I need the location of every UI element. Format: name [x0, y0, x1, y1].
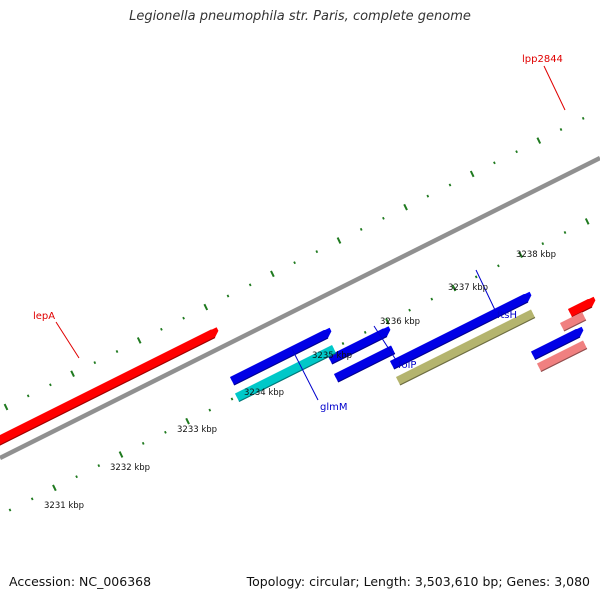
minor-tick: [160, 327, 163, 331]
minor-tick: [448, 183, 452, 187]
axis-label-3236: 3236 kbp: [380, 317, 420, 327]
leader-line-lepA: [55, 321, 80, 359]
minor-tick: [93, 361, 97, 365]
axis-label-3231: 3231 kbp: [44, 501, 84, 511]
minor-tick: [563, 231, 567, 234]
gene-label-lepA: lepA: [33, 311, 55, 322]
major-tick: [185, 417, 190, 425]
major-tick: [385, 317, 390, 325]
minor-tick: [49, 383, 52, 387]
axis-label-3235: 3235 kbp: [312, 351, 352, 361]
leader-line-lpp2844: [543, 65, 566, 111]
gene-feature-folP: [334, 345, 396, 383]
axis-label-3232: 3232 kbp: [110, 463, 150, 473]
leader-line-glmM: [291, 348, 319, 401]
minor-tick: [97, 464, 101, 468]
minor-tick: [248, 283, 252, 287]
gene-feature-lepA: [0, 327, 219, 446]
labels: 3231 kbp 3232 kbp 3233 kbp 3234 kbp 3235 kbp…: [33, 54, 563, 511]
major-tick: [336, 237, 342, 244]
minor-tick: [8, 508, 12, 512]
minor-tick: [430, 297, 434, 301]
minor-tick: [182, 316, 185, 320]
gene-feature-ftsH: [396, 309, 536, 386]
minor-tick: [359, 227, 363, 231]
major-tick: [584, 218, 590, 225]
gene-feature: [328, 326, 391, 365]
minor-tick: [141, 441, 145, 445]
major-tick: [518, 251, 523, 259]
major-tick: [469, 170, 475, 178]
label-leaders: [55, 65, 566, 401]
gene-features: [0, 291, 596, 446]
minor-tick: [363, 330, 367, 334]
minor-tick: [230, 397, 234, 401]
minor-tick: [164, 430, 167, 434]
backbone: [0, 155, 600, 461]
gene-feature: [390, 291, 532, 370]
gene-feature: [537, 340, 588, 373]
minor-tick: [581, 116, 585, 120]
major-tick: [70, 370, 75, 378]
gene-feature: [531, 326, 584, 361]
accession-text: Accession: NC_006368: [9, 574, 152, 589]
major-tick: [451, 284, 457, 292]
axis-label-3233: 3233 kbp: [177, 425, 217, 435]
gene-label-folP: folP: [398, 360, 416, 371]
gene-label-lpp2844: lpp2844: [522, 54, 563, 65]
minor-tick: [315, 250, 319, 254]
minor-tick: [75, 475, 78, 479]
gene-label-glmM: glmM: [320, 402, 348, 413]
axis-label-3238: 3238 kbp: [516, 250, 556, 260]
major-tick: [270, 270, 275, 278]
major-tick: [536, 137, 542, 144]
minor-tick: [226, 294, 230, 298]
minor-tick: [293, 261, 296, 265]
minor-tick: [115, 350, 119, 353]
gene-feature: [230, 327, 332, 386]
axis-label-3237: 3237 kbp: [448, 283, 488, 293]
minor-tick: [497, 264, 500, 268]
gene-feature: [560, 312, 587, 332]
major-tick: [118, 451, 124, 458]
minor-tick: [515, 150, 518, 154]
minor-tick: [26, 394, 30, 398]
gene-feature-glmM: [235, 345, 337, 403]
axis-label-3234: 3234 kbp: [244, 388, 284, 398]
minor-tick: [493, 161, 496, 165]
leader-line-ftsH: [475, 269, 496, 311]
minor-tick: [559, 128, 563, 131]
backbone-line: [0, 155, 600, 461]
minor-tick: [208, 408, 212, 412]
tick-marks: [3, 116, 590, 512]
major-tick: [136, 337, 142, 344]
minor-tick: [408, 308, 411, 312]
genome-summary-text: Topology: circular; Length: 3,503,610 bp…: [246, 574, 590, 589]
major-tick: [3, 403, 9, 411]
gene-label-ftsH: ftsH: [497, 310, 517, 321]
major-tick: [403, 203, 408, 211]
major-tick: [52, 484, 57, 492]
minor-tick: [30, 497, 34, 501]
minor-tick: [341, 342, 345, 345]
map-title: Legionella pneumophila str. Paris, compl…: [129, 9, 471, 24]
leader-line-folP: [373, 325, 397, 361]
minor-tick: [474, 275, 478, 279]
minor-tick: [382, 216, 385, 220]
major-tick: [203, 303, 209, 311]
minor-tick: [426, 194, 430, 198]
minor-tick: [541, 242, 545, 246]
